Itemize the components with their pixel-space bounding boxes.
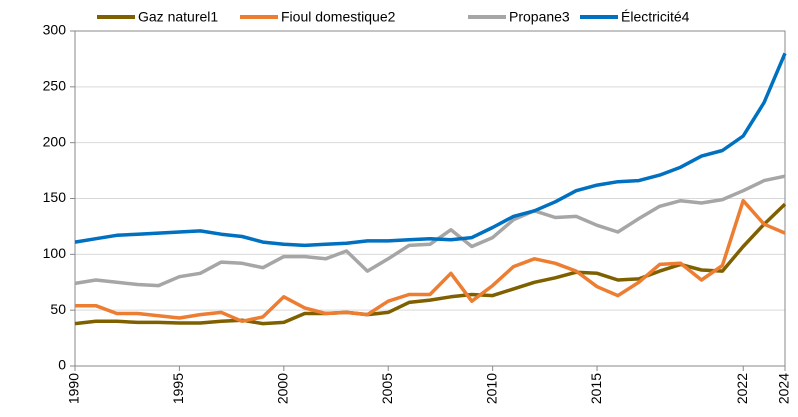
x-tick-label: 2024 [776, 373, 792, 404]
y-tick-label: 0 [58, 357, 66, 373]
legend-label: Fioul domestique2 [281, 9, 396, 25]
x-tick-label: 1995 [170, 373, 186, 404]
y-tick-label: 250 [43, 78, 67, 94]
series-line [74, 202, 787, 326]
y-tick-label: 200 [43, 133, 67, 149]
x-tick-label: 1990 [66, 373, 82, 404]
x-tick-label: 2000 [275, 373, 291, 404]
legend-label: Gaz naturel1 [138, 9, 218, 25]
x-tick-label: 2015 [588, 373, 604, 404]
series-line [74, 174, 786, 288]
y-tick-label: 300 [43, 22, 67, 38]
legend-label: Électricité4 [621, 9, 690, 25]
y-tick-label: 50 [50, 301, 66, 317]
x-tick-label: 2022 [734, 373, 750, 404]
plot-frame [74, 30, 786, 367]
x-tick-label: 2005 [379, 373, 395, 404]
series-line [74, 52, 787, 248]
series-line [75, 198, 786, 324]
x-tick-label: 2010 [483, 373, 499, 404]
legend-label: Propane3 [509, 9, 570, 25]
y-tick-label: 150 [43, 189, 67, 205]
y-tick-label: 100 [43, 245, 67, 261]
